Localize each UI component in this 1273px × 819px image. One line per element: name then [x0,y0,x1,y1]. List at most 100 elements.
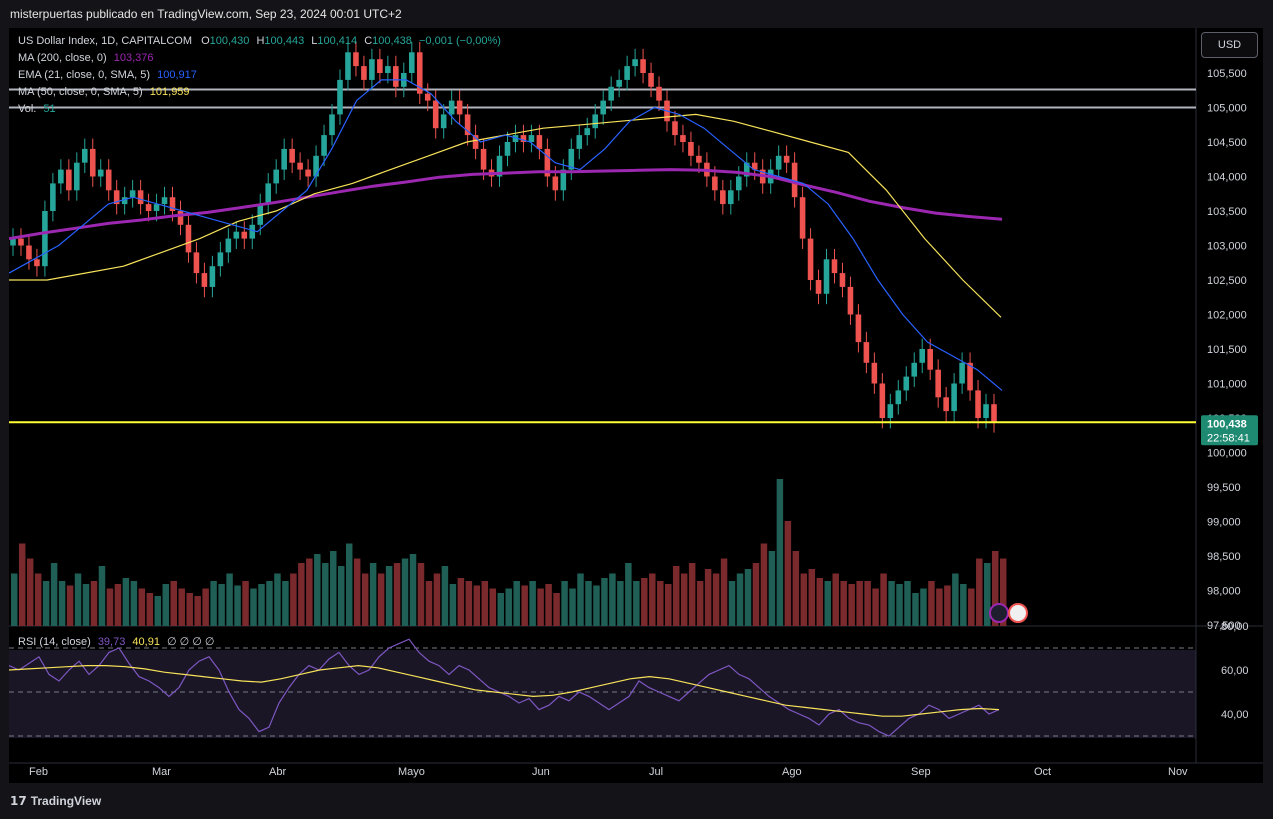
candle-body [345,52,351,80]
legend-c-label: C [364,35,373,47]
legend-ema21[interactable]: EMA (21, close, 0, SMA, 5) 100,917 [18,69,197,81]
volume-bar [154,596,162,626]
volume-bar [617,581,624,626]
candle-body [448,100,455,115]
price-badge-countdown: 22:58:41 [1207,432,1250,444]
legend-ma200[interactable]: MA (200, close, 0) 103,376 [18,52,153,64]
currency-button[interactable]: USD [1201,32,1258,58]
candle-body [640,59,646,73]
candle-body [480,148,487,170]
volume-bar [122,578,130,626]
candle-body [791,162,798,198]
candle-body [895,390,902,405]
legend-vol[interactable]: Vol. 51 [18,103,56,115]
volume-bar [529,581,536,626]
volume-bar [712,573,720,626]
volume-bar [944,585,951,626]
candle-body [105,169,112,191]
candle-body [512,135,519,142]
legend-h-label: H [256,35,265,47]
time-tick-label: Mar [152,766,171,778]
time-tick-label: Mayo [398,766,425,778]
volume-bar [545,584,552,626]
candle-body [81,148,88,163]
candle-body [129,190,136,198]
candle-body [329,114,335,136]
volume-bar [521,585,528,626]
volume-bar [808,569,816,626]
volume-bar [505,588,512,626]
volume-bar [992,551,999,626]
candle-body [648,73,654,87]
legend-high: 100,443 [264,35,305,47]
volume-bar [920,588,927,626]
volume-bar [601,578,608,626]
volume-bar [952,573,959,626]
volume-bar [736,573,744,626]
volume-bar [912,593,919,626]
legend-l-label: L [311,35,318,47]
candle-body [951,383,957,412]
rsi-tick-label: 60,00 [1221,665,1249,677]
volume-bar [66,585,74,626]
time-tick-label: Sep [911,766,931,778]
candle-body [145,204,152,211]
price-tick-label: 98,000 [1207,586,1241,598]
candle-body [520,135,527,142]
candle-body [887,404,894,418]
tradingview-brand: TradingView [30,794,102,808]
price-tick-label: 98,500 [1207,551,1241,563]
volume-bar [234,585,241,626]
candle-body [265,183,272,205]
ema21-line [9,79,1003,391]
volume-bar [840,581,847,626]
volume-bar [218,584,225,626]
candle-body [536,135,543,149]
volume-bar [999,558,1007,626]
candle-body [249,224,256,239]
volume-bar [186,593,193,626]
candle-body [193,252,200,274]
volume-bar [649,573,656,626]
candle-body [353,52,359,67]
chart-svg[interactable]: 105,500 105,000 104,500 104,000 103,500 103,0… [9,28,1263,783]
legend-vol-label: Vol. [18,103,37,115]
volume-bar [593,585,600,626]
candle-body [879,383,886,418]
volume-bar [680,573,688,626]
volume-bar [18,543,26,626]
volume-bar [928,581,935,626]
volume-bar [202,588,209,626]
candle-body [361,66,367,80]
volume-bar [672,566,680,626]
tradingview-logo[interactable]: 17 TradingView [10,794,101,808]
candle-body [424,93,431,101]
legend-ma200-value: 103,376 [113,52,154,64]
price-tick-label: 101,000 [1207,379,1247,391]
price-tick-label: 102,500 [1207,275,1247,287]
volume-bar [338,566,345,626]
candle-body [305,169,311,177]
volume-bar [641,578,648,626]
volume-bar [194,596,201,626]
candle-body [113,190,120,205]
volume-bar [130,581,138,626]
price-tick-label: 97,500 [1207,620,1241,632]
legend-low: 100,414 [317,35,358,47]
volume-bar [114,584,122,626]
chart-panel[interactable]: 105,500 105,000 104,500 104,000 103,500 103,0… [9,28,1263,783]
candle-body [177,211,184,225]
volume-bar [561,581,568,626]
lightning-event-icon [989,603,1009,623]
candle-body [584,128,591,136]
price-tick-label: 103,000 [1207,241,1247,253]
volume-bar [369,563,377,626]
volume-bar [776,479,784,626]
legend-rsi[interactable]: RSI (14, close) 39,73 40,91 ∅ ∅ ∅ ∅ [18,635,215,648]
legend-ma50[interactable]: MA (50, close, 0, SMA, 5) 101,959 [18,86,190,98]
time-tick-label: Jun [532,766,550,778]
candle-body [680,135,686,142]
price-badge-value: 100,438 [1207,418,1247,430]
candle-body [416,52,423,94]
rsi-ma-line [9,664,1000,717]
